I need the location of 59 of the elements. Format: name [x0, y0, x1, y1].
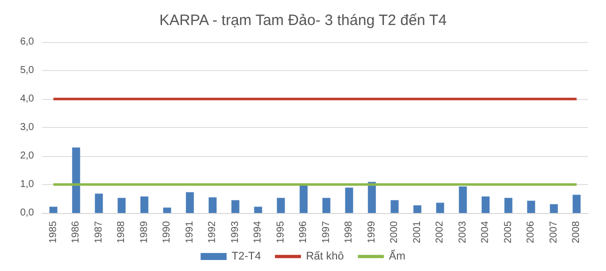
y-tick-label: 2,0: [20, 150, 34, 162]
x-tick-label: 2008: [571, 220, 582, 244]
x-tick-label: 2007: [548, 220, 560, 244]
bar: [72, 147, 80, 213]
bar: [458, 186, 467, 213]
chart-title: KARPA - trạm Tam Đảo- 3 tháng T2 đến T4: [159, 12, 447, 29]
x-tick-label: 2001: [412, 220, 423, 244]
bar: [504, 198, 512, 213]
y-tick-label: 5,0: [20, 65, 34, 76]
x-tick-label: 1998: [344, 220, 355, 244]
bar: [208, 197, 217, 213]
bar: [550, 204, 558, 213]
bar: [322, 198, 330, 213]
x-tick-label: 1989: [138, 220, 150, 244]
bar: [163, 208, 172, 213]
bar: [436, 202, 444, 213]
bar: [368, 182, 376, 213]
x-tick-label: 2003: [457, 220, 468, 244]
bar: [527, 200, 536, 213]
x-tick-label: 1985: [48, 220, 59, 244]
x-tick-label: 1993: [230, 220, 241, 244]
bar: [140, 196, 148, 213]
bar: [300, 185, 308, 213]
x-tick-label: 1997: [320, 220, 332, 244]
x-tick-label: 1987: [93, 220, 104, 244]
y-tick-label: 1,0: [20, 179, 34, 190]
bar: [345, 188, 354, 213]
x-tick-label: 2006: [526, 220, 537, 244]
legend-label: Ẩm: [388, 250, 406, 262]
bar: [254, 206, 262, 213]
bar: [118, 198, 126, 213]
x-tick-label: 2000: [389, 220, 400, 244]
y-tick-label: 4,0: [20, 94, 34, 104]
bar: [231, 200, 240, 213]
legend-label: Rất khô: [306, 250, 344, 262]
bar: [49, 206, 58, 213]
y-tick-label: 0,0: [20, 208, 34, 218]
x-tick-label: 2005: [502, 220, 514, 244]
bar: [186, 192, 194, 213]
bar: [572, 194, 581, 213]
bar: [276, 198, 285, 213]
bar: [413, 205, 422, 213]
x-tick-label: 1994: [252, 220, 264, 244]
x-tick-label: 1986: [70, 220, 82, 244]
x-tick-label: 2002: [434, 220, 446, 244]
x-tick-label: 1988: [116, 220, 128, 244]
bar: [390, 200, 399, 213]
bar: [482, 196, 490, 213]
x-tick-label: 1991: [184, 220, 196, 244]
legend-label: T2-T4: [232, 250, 261, 262]
x-tick-label: 1995: [275, 220, 286, 244]
x-tick-label: 1992: [207, 220, 218, 244]
x-tick-label: 1990: [162, 220, 173, 244]
x-tick-label: 2004: [480, 220, 492, 244]
y-tick-label: 3,0: [20, 122, 34, 133]
bar: [94, 194, 103, 213]
x-tick-label: 1996: [298, 220, 310, 244]
y-tick-label: 6,0: [20, 36, 34, 48]
x-tick-label: 1999: [366, 220, 378, 244]
